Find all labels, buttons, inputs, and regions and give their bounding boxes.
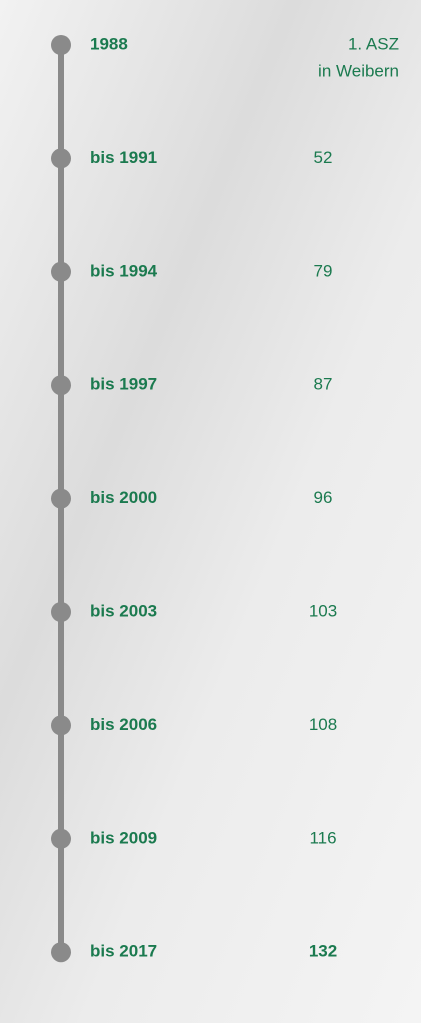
- period-label: 1988: [90, 34, 128, 53]
- period-label: bis 2000: [90, 488, 157, 507]
- value-label: 132: [309, 942, 337, 961]
- period-label: bis 1991: [90, 148, 157, 167]
- period-label: bis 2003: [90, 601, 157, 620]
- value-label: 52: [314, 148, 333, 167]
- period-label: bis 1994: [90, 261, 158, 280]
- timeline-dot: [51, 489, 71, 509]
- timeline-dot: [51, 715, 71, 735]
- timeline-dot: [51, 375, 71, 395]
- timeline: 1988 1. ASZ in Weibern bis 1991 52 bis 1994 79…: [0, 0, 421, 1023]
- timeline-dot: [51, 262, 71, 282]
- period-label: bis 1997: [90, 375, 157, 394]
- timeline-dot: [51, 829, 71, 849]
- value-label: 79: [314, 261, 333, 280]
- timeline-dot: [51, 942, 71, 962]
- period-label: bis 2006: [90, 715, 157, 734]
- value-label: in Weibern: [318, 61, 399, 80]
- period-label: bis 2017: [90, 942, 157, 961]
- page: {"timeline": {"items": [ {"period": "198…: [0, 0, 421, 1023]
- period-label: bis 2009: [90, 828, 157, 847]
- value-label: 103: [309, 601, 337, 620]
- timeline-dot: [51, 148, 71, 168]
- value-label: 87: [314, 375, 333, 394]
- value-label: 108: [309, 715, 337, 734]
- value-label: 116: [309, 828, 336, 847]
- value-label: 96: [314, 488, 333, 507]
- timeline-dot: [51, 602, 71, 622]
- timeline-dot: [51, 35, 71, 55]
- value-label: 1. ASZ: [348, 34, 399, 53]
